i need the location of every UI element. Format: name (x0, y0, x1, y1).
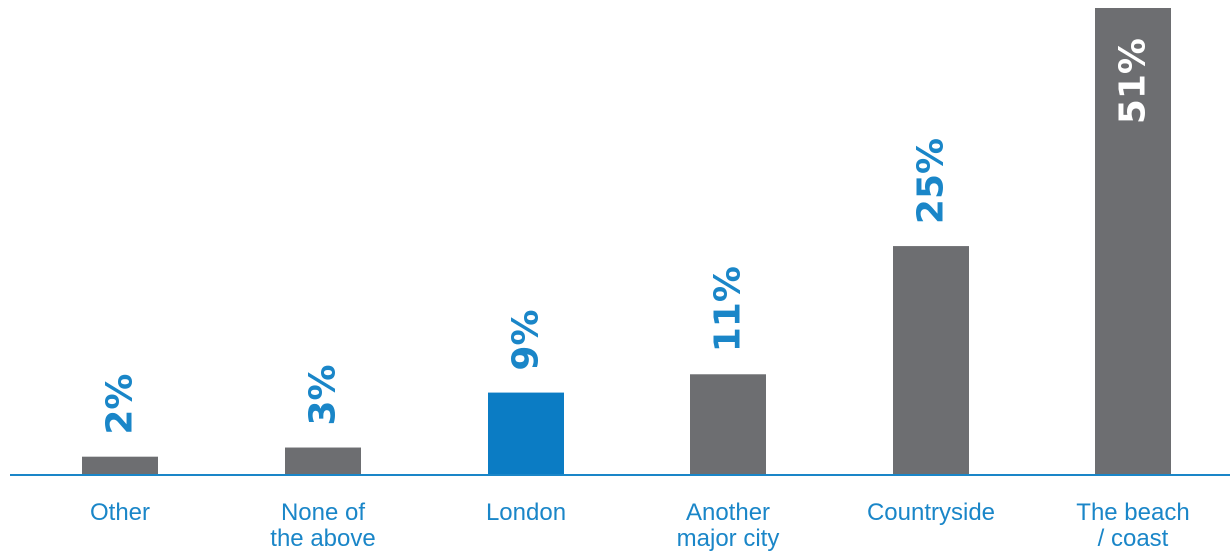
category-label-3-line-0: Another (686, 499, 770, 526)
bar-4 (893, 246, 969, 475)
category-label-2: London (486, 499, 566, 526)
category-label-3-line-1: major city (677, 525, 780, 552)
category-label-1: None of the above (270, 499, 375, 552)
category-label-2-line-0: London (486, 499, 566, 526)
bar-3 (690, 374, 766, 475)
bar-5 (1095, 8, 1171, 475)
value-label-5: 51% (1113, 38, 1154, 124)
value-label-2: 9% (506, 309, 547, 370)
category-label-1-line-0: None of (281, 499, 365, 526)
category-label-4-line-0: Countryside (867, 499, 995, 526)
category-label-3: Another major city (677, 499, 780, 552)
category-label-5-line-1: / coast (1098, 525, 1169, 552)
category-label-0-line-0: Other (90, 499, 150, 526)
bars-group (82, 8, 1171, 475)
category-label-0: Other (90, 499, 150, 526)
value-labels-group: 2% 3% 9% 11% 25% 51% (100, 38, 1154, 435)
category-label-5: The beach / coast (1076, 499, 1189, 552)
value-label-0: 2% (100, 374, 141, 435)
bar-1 (285, 447, 361, 475)
category-labels-group: Other None of the above London Another major … (90, 499, 1190, 552)
value-label-4: 25% (911, 138, 952, 224)
value-label-3: 11% (708, 266, 749, 352)
value-label-1: 3% (303, 364, 344, 425)
category-label-5-line-0: The beach (1076, 499, 1189, 526)
bar-0 (82, 456, 158, 475)
category-label-1-line-1: the above (270, 525, 375, 552)
bar-2 (488, 392, 564, 475)
category-label-4: Countryside (867, 499, 995, 526)
